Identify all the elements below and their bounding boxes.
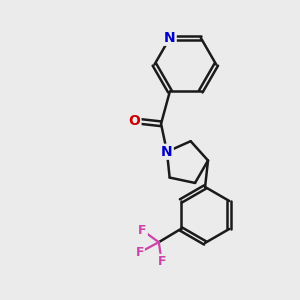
Text: N: N [161,145,173,159]
Text: F: F [158,255,166,268]
Text: N: N [164,31,176,45]
Text: F: F [138,224,147,237]
Text: O: O [129,114,140,128]
Text: F: F [135,246,144,259]
